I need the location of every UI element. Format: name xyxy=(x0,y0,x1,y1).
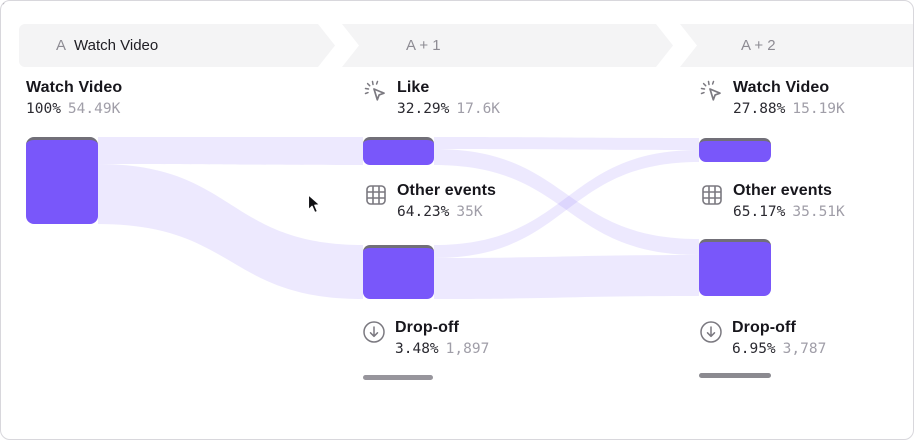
grid-icon xyxy=(364,183,388,207)
node-drop-off-a2[interactable] xyxy=(699,373,771,378)
event-name: Drop-off xyxy=(395,319,459,336)
event-percent: 27.88% xyxy=(733,101,786,118)
step-label-other-events-a2: Other events 65.17% 35.51K xyxy=(700,182,845,220)
drop-off-icon xyxy=(362,320,386,344)
event-count: 54.49K xyxy=(67,101,121,118)
event-values: 100% 54.49K xyxy=(26,101,122,117)
flow-like-to-other2[interactable] xyxy=(434,149,699,255)
event-name: Other events xyxy=(733,182,833,199)
step-header-a1[interactable]: A + 1 xyxy=(342,24,673,67)
flow-other-to-watch2[interactable] xyxy=(434,150,699,258)
event-values: 6.95% 3,787 xyxy=(732,341,826,357)
event-name: Watch Video xyxy=(733,79,830,96)
flow-other-to-other2[interactable] xyxy=(434,255,699,299)
event-values: 3.48% 1,897 xyxy=(395,341,489,357)
event-count: 3,787 xyxy=(782,341,827,358)
step-label-other-events-a1: Other events 64.23% 35K xyxy=(364,182,496,220)
event-name: Watch Video xyxy=(26,79,123,96)
event-count: 35K xyxy=(456,204,483,221)
event-percent: 3.48% xyxy=(395,341,439,358)
click-icon xyxy=(700,80,724,104)
step-header-label: A + 1 xyxy=(406,37,441,54)
node-other-events-a2[interactable] xyxy=(699,239,771,296)
event-values: 27.88% 15.19K xyxy=(733,101,845,117)
flow-like-to-watch2[interactable] xyxy=(434,137,699,150)
click-icon xyxy=(364,80,388,104)
event-name: Like xyxy=(397,79,430,96)
event-values: 64.23% 35K xyxy=(397,204,496,220)
grid-icon xyxy=(700,183,724,207)
step-letter: A xyxy=(56,37,67,54)
event-percent: 32.29% xyxy=(397,101,450,118)
event-count: 1,897 xyxy=(445,341,490,358)
event-percent: 100% xyxy=(26,101,61,118)
step-label-drop-off-a2: Drop-off 6.95% 3,787 xyxy=(699,319,826,357)
event-values: 65.17% 35.51K xyxy=(733,204,845,220)
mouse-cursor xyxy=(307,194,321,214)
step-header-a[interactable]: A Watch Video xyxy=(19,24,335,67)
node-watch-video-a2[interactable] xyxy=(699,138,771,162)
flow-watch-to-other[interactable] xyxy=(98,164,363,299)
event-count: 17.6K xyxy=(456,101,501,118)
event-name: Drop-off xyxy=(732,319,796,336)
event-percent: 65.17% xyxy=(733,204,786,221)
node-drop-off-a1[interactable] xyxy=(363,375,433,380)
step-label-watch-video-a2: Watch Video 27.88% 15.19K xyxy=(700,79,845,117)
event-percent: 6.95% xyxy=(732,341,776,358)
node-like-a1[interactable] xyxy=(363,137,434,165)
flow-watch-to-like[interactable] xyxy=(98,137,363,165)
step-label-like-a1: Like 32.29% 17.6K xyxy=(364,79,500,117)
event-name: Other events xyxy=(397,182,497,199)
event-count: 35.51K xyxy=(792,204,845,221)
step-header-label: Watch Video xyxy=(74,37,159,54)
step-header-label: A + 2 xyxy=(741,37,776,54)
event-percent: 64.23% xyxy=(397,204,450,221)
event-count: 15.19K xyxy=(792,101,845,118)
drop-off-icon xyxy=(699,320,723,344)
node-other-events-a1[interactable] xyxy=(363,245,434,299)
corner-artifact xyxy=(1,1,5,5)
step-label-watch-video-a: Watch Video 100% 54.49K xyxy=(26,79,122,117)
node-watch-video-a[interactable] xyxy=(26,137,98,224)
step-header-a2[interactable]: A + 2 xyxy=(680,24,913,67)
step-label-drop-off-a1: Drop-off 3.48% 1,897 xyxy=(362,319,489,357)
event-values: 32.29% 17.6K xyxy=(397,101,500,117)
